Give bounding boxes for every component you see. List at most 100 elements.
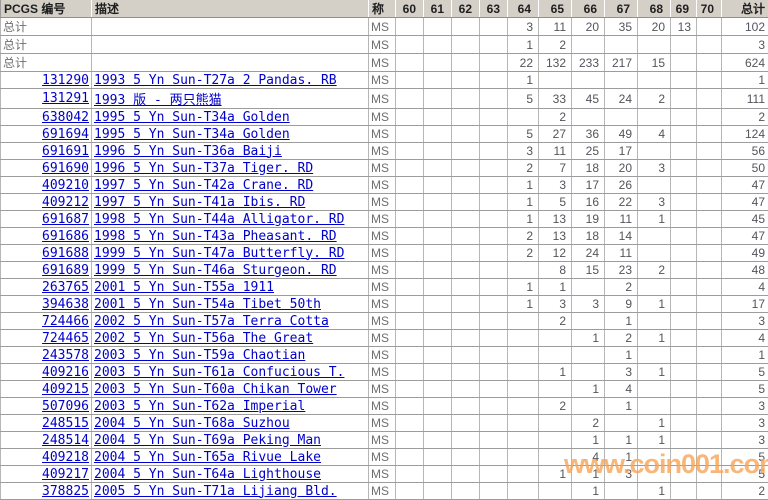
description-link[interactable]: 2002 5 Yn Sun-T56a The Great — [94, 331, 313, 346]
description-link[interactable]: 1993 版 - 两只熊猫 — [94, 93, 222, 108]
grade-66-count-cell: 25 — [572, 143, 605, 160]
pcgs-number-link[interactable]: 409218 — [42, 450, 89, 465]
description-link[interactable]: 2004 5 Yn Sun-T64a Lighthouse — [94, 467, 321, 482]
pcgs-number-link[interactable]: 243578 — [42, 348, 89, 363]
grade-62-count-cell — [452, 211, 480, 228]
grade-66-count-cell: 36 — [572, 126, 605, 143]
col-header-grade-66: 66 — [572, 0, 605, 18]
grade-63-count-cell — [480, 398, 508, 415]
description-cell: 2003 5 Yn Sun-T60a Chikan Tower — [92, 381, 369, 398]
description-link[interactable]: 2004 5 Yn Sun-T68a Suzhou — [94, 416, 290, 431]
designation-cell: MS — [369, 398, 396, 415]
pcgs-number-link[interactable]: 691687 — [42, 212, 89, 227]
pcgs-number-link[interactable]: 691686 — [42, 229, 89, 244]
pcgs-number-link[interactable]: 724466 — [42, 314, 89, 329]
pcgs-number-link[interactable]: 409210 — [42, 178, 89, 193]
grade-69-count-cell — [671, 432, 697, 449]
grade-69-count-cell — [671, 143, 697, 160]
description-link[interactable]: 2004 5 Yn Sun-T65a Rivue Lake — [94, 450, 321, 465]
description-link[interactable]: 2002 5 Yn Sun-T57a Terra Cotta — [94, 314, 329, 329]
pcgs-number-link[interactable]: 691688 — [42, 246, 89, 261]
grade-65-count-cell: 3 — [539, 296, 572, 313]
grade-68-count-cell: 1 — [638, 330, 671, 347]
pcgs-number-link[interactable]: 131291 — [42, 91, 89, 106]
description-link[interactable]: 1998 5 Yn Sun-T43a Pheasant. RD — [94, 229, 337, 244]
pcgs-number-cell: 638042 — [1, 109, 92, 126]
pcgs-number-link[interactable]: 691694 — [42, 127, 89, 142]
grade-64-count-cell: 1 — [508, 177, 539, 194]
grade-60-count-cell — [396, 160, 424, 177]
grade-68-count-cell: 4 — [638, 126, 671, 143]
grade-70-count-cell — [697, 177, 722, 194]
description-link[interactable]: 2001 5 Yn Sun-T55a 1911 — [94, 280, 274, 295]
description-link[interactable]: 2003 5 Yn Sun-T59a Chaotian — [94, 348, 305, 363]
pcgs-number-link[interactable]: 263765 — [42, 280, 89, 295]
pcgs-number-link[interactable]: 691690 — [42, 161, 89, 176]
pcgs-number-link[interactable]: 691689 — [42, 263, 89, 278]
grade-66-count-cell: 3 — [572, 296, 605, 313]
pcgs-number-link[interactable]: 409217 — [42, 467, 89, 482]
grade-62-count-cell — [452, 177, 480, 194]
pcgs-number-link[interactable]: 378825 — [42, 484, 89, 499]
pcgs-number-link[interactable]: 248515 — [42, 416, 89, 431]
pcgs-number-link[interactable]: 691691 — [42, 144, 89, 159]
grade-70-count-cell — [697, 347, 722, 364]
pcgs-number-link[interactable]: 409215 — [42, 382, 89, 397]
pcgs-number-link[interactable]: 131290 — [42, 73, 89, 88]
description-link[interactable]: 2003 5 Yn Sun-T61a Confucious T. — [94, 365, 344, 380]
description-link[interactable]: 1995 5 Yn Sun-T34a Golden — [94, 127, 290, 142]
pcgs-number-link[interactable]: 507096 — [42, 399, 89, 414]
description-link[interactable]: 1995 5 Yn Sun-T34a Golden — [94, 110, 290, 125]
description-link[interactable]: 1998 5 Yn Sun-T44a Alligator. RD — [94, 212, 344, 227]
total-cell: 17 — [722, 296, 768, 313]
grade-70-count-cell — [697, 72, 722, 89]
grade-69-count-cell — [671, 126, 697, 143]
pcgs-number-link[interactable]: 638042 — [42, 110, 89, 125]
grade-67-count-cell: 35 — [605, 18, 638, 36]
description-link[interactable]: 1996 5 Yn Sun-T37a Tiger. RD — [94, 161, 313, 176]
grade-69-count-cell — [671, 36, 697, 54]
grade-69-count-cell — [671, 364, 697, 381]
pcgs-number-cell: 691687 — [1, 211, 92, 228]
grade-61-count-cell — [424, 89, 452, 109]
designation-cell: MS — [369, 330, 396, 347]
pcgs-number-link[interactable]: 409212 — [42, 195, 89, 210]
designation-cell: MS — [369, 36, 396, 54]
grade-63-count-cell — [480, 313, 508, 330]
grade-69-count-cell — [671, 381, 697, 398]
grade-61-count-cell — [424, 364, 452, 381]
description-cell: 1996 5 Yn Sun-T37a Tiger. RD — [92, 160, 369, 177]
description-link[interactable]: 1996 5 Yn Sun-T36a Baiji — [94, 144, 282, 159]
description-link[interactable]: 2004 5 Yn Sun-T69a Peking Man — [94, 433, 321, 448]
pcgs-number-link[interactable]: 724465 — [42, 331, 89, 346]
description-link[interactable]: 2001 5 Yn Sun-T54a Tibet 50th — [94, 297, 321, 312]
description-link[interactable]: 1997 5 Yn Sun-T41a Ibis. RD — [94, 195, 305, 210]
grade-65-count-cell: 33 — [539, 89, 572, 109]
designation-cell: MS — [369, 109, 396, 126]
grade-68-count-cell: 1 — [638, 296, 671, 313]
description-link[interactable]: 1997 5 Yn Sun-T42a Crane. RD — [94, 178, 313, 193]
grade-66-count-cell — [572, 279, 605, 296]
grade-67-count-cell: 2 — [605, 279, 638, 296]
grade-70-count-cell — [697, 262, 722, 279]
total-cell: 1 — [722, 347, 768, 364]
grade-61-count-cell — [424, 296, 452, 313]
description-link[interactable]: 2005 5 Yn Sun-T71a Lijiang Bld. — [94, 484, 337, 499]
pcgs-number-link[interactable]: 409216 — [42, 365, 89, 380]
description-link[interactable]: 2003 5 Yn Sun-T60a Chikan Tower — [94, 382, 337, 397]
description-link[interactable]: 1999 5 Yn Sun-T47a Butterfly. RD — [94, 246, 344, 261]
pcgs-number-link[interactable]: 394638 — [42, 297, 89, 312]
description-link[interactable]: 2003 5 Yn Sun-T62a Imperial — [94, 399, 305, 414]
designation-cell: MS — [369, 177, 396, 194]
pcgs-number-link[interactable]: 248514 — [42, 433, 89, 448]
grade-66-count-cell: 2 — [572, 415, 605, 432]
grade-70-count-cell — [697, 381, 722, 398]
description-link[interactable]: 1999 5 Yn Sun-T46a Sturgeon. RD — [94, 263, 337, 278]
grade-68-count-cell — [638, 72, 671, 89]
description-link[interactable]: 1993 5 Yn Sun-T27a 2 Pandas. RB — [94, 73, 337, 88]
grade-69-count-cell — [671, 466, 697, 483]
